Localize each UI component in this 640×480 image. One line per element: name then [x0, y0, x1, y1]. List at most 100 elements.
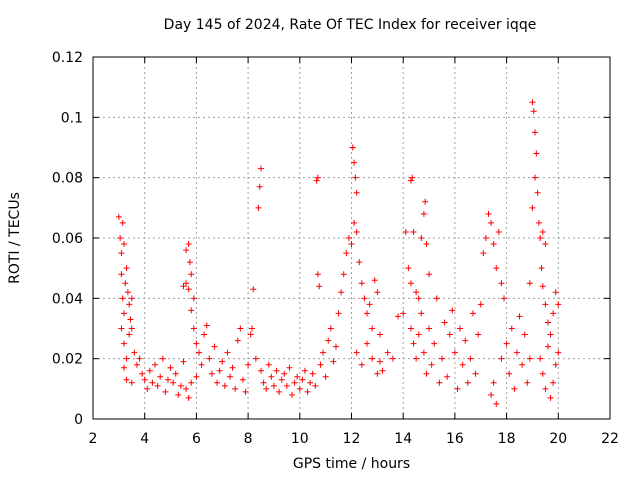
- data-point: [542, 301, 549, 308]
- data-point: [433, 295, 440, 302]
- data-point: [438, 355, 445, 362]
- data-point: [459, 361, 466, 368]
- data-point: [498, 280, 505, 287]
- y-tick-label: 0.12: [52, 50, 83, 66]
- data-point: [356, 259, 363, 266]
- data-point: [183, 247, 190, 254]
- data-point: [216, 367, 223, 374]
- data-point: [533, 150, 540, 157]
- data-point: [423, 370, 430, 377]
- data-point: [516, 313, 523, 320]
- data-point: [345, 235, 352, 241]
- data-point: [451, 349, 458, 356]
- data-point: [227, 373, 234, 380]
- data-point: [501, 295, 508, 302]
- data-point: [299, 376, 306, 383]
- data-point: [547, 331, 554, 338]
- data-point: [407, 280, 414, 287]
- data-point: [374, 289, 381, 296]
- data-point: [395, 313, 402, 320]
- data-point: [152, 361, 159, 368]
- data-point: [252, 355, 259, 362]
- data-point: [423, 241, 430, 248]
- data-point: [519, 361, 526, 368]
- data-point: [352, 174, 359, 181]
- data-point: [115, 213, 122, 220]
- data-point: [351, 159, 358, 166]
- data-point: [193, 373, 200, 380]
- x-tick-label: 14: [394, 431, 412, 447]
- data-point: [542, 385, 549, 392]
- data-point: [431, 340, 438, 347]
- data-point: [167, 364, 174, 371]
- y-tick-label: 0.08: [52, 171, 83, 187]
- data-point: [475, 331, 482, 338]
- data-point: [281, 370, 288, 377]
- data-point: [402, 228, 409, 235]
- data-point: [348, 241, 355, 248]
- data-point: [547, 394, 554, 401]
- data-point: [265, 361, 272, 368]
- data-point: [366, 301, 373, 308]
- data-point: [532, 174, 539, 181]
- data-point: [550, 379, 557, 386]
- data-point: [482, 235, 489, 241]
- data-point: [170, 379, 177, 386]
- data-point: [118, 325, 125, 332]
- data-point: [133, 361, 140, 368]
- data-point: [526, 280, 533, 287]
- data-point: [322, 373, 329, 380]
- data-point: [214, 379, 221, 386]
- data-point: [211, 343, 218, 350]
- data-point: [255, 204, 262, 211]
- data-point: [121, 310, 128, 317]
- data-point: [124, 289, 131, 296]
- data-point: [247, 331, 254, 338]
- data-point: [185, 394, 192, 401]
- data-point: [467, 355, 474, 362]
- data-point: [183, 385, 190, 392]
- data-point: [296, 385, 303, 392]
- data-point: [208, 370, 215, 377]
- chart-title: Day 145 of 2024, Rate Of TEC Index for r…: [163, 17, 537, 33]
- data-point: [312, 382, 319, 389]
- y-tick-label: 0: [74, 412, 83, 428]
- data-point: [353, 228, 360, 235]
- data-point: [177, 382, 184, 389]
- data-point: [364, 310, 371, 317]
- data-point: [371, 277, 378, 284]
- data-point: [552, 289, 559, 296]
- data-point: [183, 280, 190, 287]
- data-point: [268, 373, 275, 380]
- data-point: [493, 400, 500, 407]
- data-point: [428, 361, 435, 368]
- data-point: [511, 385, 518, 392]
- data-point: [413, 289, 420, 296]
- data-point: [544, 343, 551, 350]
- data-point: [258, 165, 265, 172]
- data-point: [426, 325, 433, 332]
- data-point: [462, 337, 469, 344]
- data-point: [190, 325, 197, 332]
- data-point: [175, 391, 182, 398]
- data-point: [195, 349, 202, 356]
- data-point: [248, 325, 255, 332]
- data-point: [332, 343, 339, 350]
- data-point: [508, 325, 515, 332]
- data-point: [472, 370, 479, 377]
- data-point: [384, 349, 391, 356]
- data-point: [477, 301, 484, 308]
- data-point: [493, 265, 500, 272]
- data-point: [534, 189, 541, 196]
- data-point: [206, 355, 213, 362]
- data-point: [157, 373, 164, 380]
- data-point: [127, 316, 134, 323]
- data-point: [444, 373, 451, 380]
- data-point: [190, 295, 197, 302]
- data-point: [389, 355, 396, 362]
- data-point: [420, 349, 427, 356]
- data-point: [201, 331, 208, 338]
- data-point: [524, 379, 531, 386]
- data-point: [539, 283, 546, 290]
- data-point: [426, 271, 433, 278]
